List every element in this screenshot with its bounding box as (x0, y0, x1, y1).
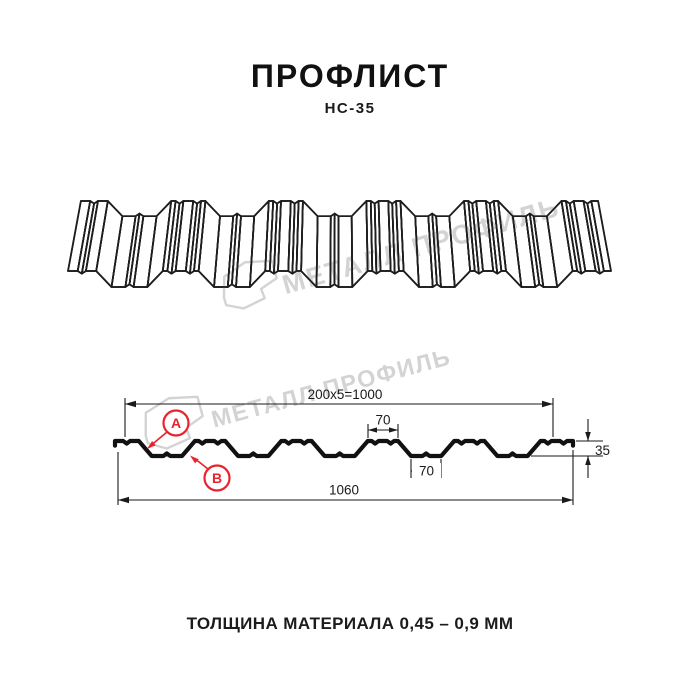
marker-a-letter: А (171, 415, 181, 431)
watermark-section: МЕТАЛЛ ПРОФИЛЬ (144, 343, 454, 450)
material-thickness-label: ТОЛЩИНА МАТЕРИАЛА 0,45 – 0,9 ММ (186, 614, 514, 633)
dim-crest-width-label: 70 (375, 413, 390, 428)
dimension-arrow-icon (542, 400, 553, 408)
dimension-arrow-icon (389, 427, 398, 433)
dimension-arrow-icon (585, 432, 591, 441)
dim-valley-label-backing (412, 463, 441, 478)
section-profile-line (112, 438, 576, 459)
marker-a-arrow-icon (147, 441, 156, 449)
marker-a: А (147, 409, 190, 449)
dimension-arrow-icon (585, 456, 591, 465)
sheet-edge-line (590, 200, 612, 272)
dim-valley-width-label: 70 (419, 464, 434, 479)
marker-b: В (190, 455, 231, 492)
dim-coverage-label: 200x5=1000 (308, 387, 383, 402)
marker-a-circle (162, 409, 190, 437)
dimension-arrow-icon (125, 400, 136, 408)
marker-b-circle (203, 464, 231, 492)
dimension-arrow-icon (368, 427, 377, 433)
dim-overall-width-label: 1060 (329, 483, 359, 498)
profile-model-label: НС-35 (324, 100, 376, 117)
page-title: ПРОФЛИСТ (250, 58, 450, 94)
dim-height-label: 35 (595, 443, 610, 458)
marker-b-letter: В (212, 470, 222, 486)
metall-profil-logo-icon (222, 259, 278, 310)
sheet-3d-lines (67, 200, 612, 288)
dimension-arrow-icon (562, 496, 573, 504)
dimension-arrow-icon (118, 496, 129, 504)
cross-section-profile (112, 438, 576, 459)
metall-profil-logo-icon (144, 395, 204, 450)
marker-b-arrow-icon (190, 455, 199, 464)
